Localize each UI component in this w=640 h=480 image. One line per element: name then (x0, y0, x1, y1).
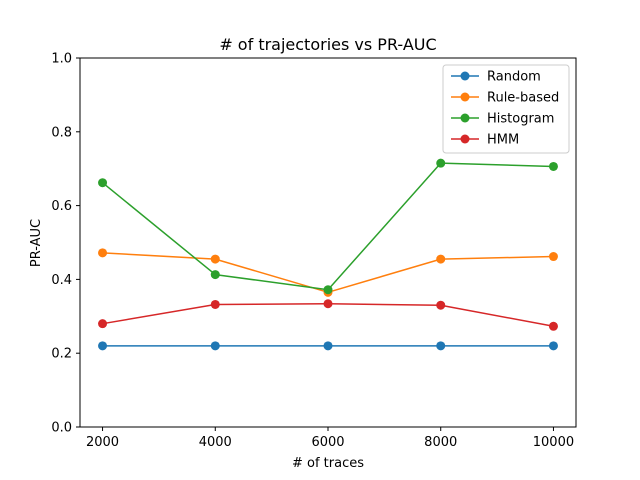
chart-title: # of trajectories vs PR-AUC (219, 35, 436, 54)
y-tick-label: 1.0 (51, 52, 72, 67)
x-tick-label: 6000 (311, 435, 344, 450)
x-axis-label: # of traces (292, 456, 364, 471)
data-point-hmm (548, 321, 558, 331)
x-tick-label: 10000 (533, 435, 574, 450)
legend-swatch-marker-random (460, 71, 470, 81)
data-point-rule-based (436, 254, 446, 264)
legend-swatch-marker-rule-based (460, 92, 470, 102)
data-point-random (210, 341, 220, 351)
legend-label-random: Random (487, 70, 541, 85)
data-point-histogram (323, 285, 333, 295)
legend-swatch-marker-histogram (460, 113, 470, 123)
data-point-histogram (548, 161, 558, 171)
data-point-rule-based (98, 248, 108, 258)
data-point-random (98, 341, 108, 351)
y-tick-label: 0.6 (51, 199, 72, 214)
data-point-rule-based (210, 254, 220, 264)
data-point-hmm (210, 299, 220, 309)
data-point-histogram (436, 158, 446, 168)
axis-ticks: 2000 4000 6000 8000 10000 0.0 0.2 0.4 0.6 0.8 1.0 (51, 52, 574, 451)
data-point-hmm (323, 299, 333, 309)
data-point-random (548, 341, 558, 351)
y-axis-label: PR-AUC (29, 219, 44, 267)
legend-label-rule-based: Rule-based (487, 91, 559, 106)
y-tick-label: 0.2 (51, 347, 72, 362)
data-point-random (323, 341, 333, 351)
data-point-rule-based (548, 252, 558, 262)
data-point-histogram (210, 270, 220, 280)
data-point-hmm (436, 300, 446, 310)
legend: Random Rule-based Histogram HMM (442, 64, 570, 154)
legend-box (442, 64, 570, 154)
y-tick-label: 0.8 (51, 125, 72, 140)
y-tick-label: 0.4 (51, 273, 72, 288)
data-point-random (436, 341, 446, 351)
x-tick-label: 2000 (86, 435, 119, 450)
plot-area-frame (79, 57, 577, 428)
x-tick-label: 4000 (199, 435, 232, 450)
x-tick-label: 8000 (424, 435, 457, 450)
y-tick-label: 0.0 (51, 421, 72, 436)
legend-label-hmm: HMM (487, 133, 519, 148)
legend-swatch-marker-hmm (460, 134, 470, 144)
legend-label-histogram: Histogram (487, 112, 554, 127)
data-point-histogram (98, 178, 108, 188)
series-lines (98, 158, 558, 351)
data-point-hmm (98, 319, 108, 329)
